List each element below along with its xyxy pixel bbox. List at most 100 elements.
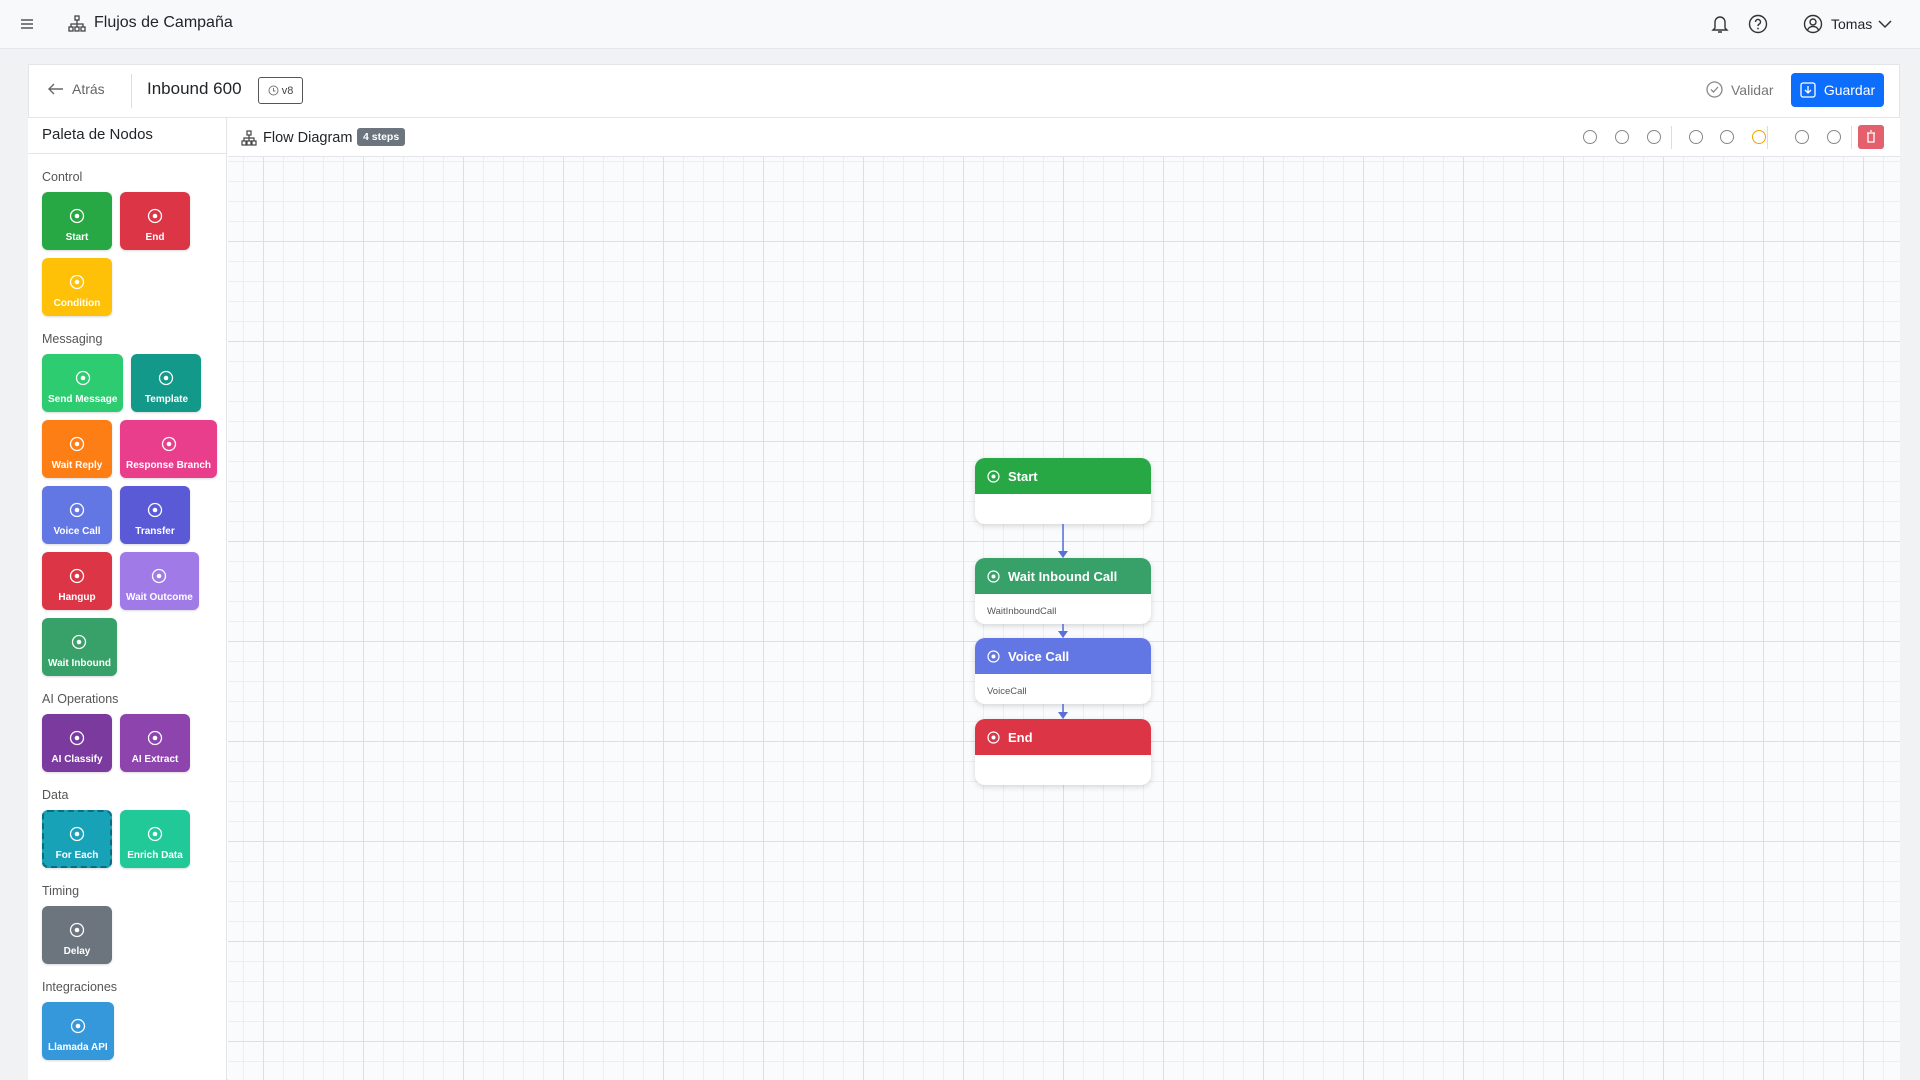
palette-tile[interactable]: Delay bbox=[42, 906, 112, 964]
palette-tile[interactable]: Transfer bbox=[120, 486, 190, 544]
palette-tile[interactable]: Wait Reply bbox=[42, 420, 112, 478]
toolbar-button[interactable] bbox=[1689, 130, 1703, 144]
connector bbox=[1057, 704, 1069, 719]
flow-node[interactable]: Voice Call VoiceCall bbox=[975, 638, 1151, 704]
back-button[interactable]: Atrás bbox=[48, 81, 105, 97]
help-button[interactable] bbox=[1748, 14, 1768, 34]
tile-label: Wait Inbound bbox=[48, 658, 111, 669]
user-menu[interactable]: Tomas bbox=[1831, 16, 1873, 32]
tile-label: Transfer bbox=[135, 526, 175, 537]
palette-tile[interactable]: Wait Inbound bbox=[42, 618, 117, 676]
save-button[interactable]: Guardar bbox=[1791, 73, 1884, 107]
tile-label: Enrich Data bbox=[127, 850, 183, 861]
toolbar-divider bbox=[1851, 126, 1852, 149]
version: v8 bbox=[281, 84, 294, 97]
palette-tile[interactable]: Hangup bbox=[42, 552, 112, 610]
toolbar-divider bbox=[1671, 126, 1672, 149]
flow-node[interactable]: Wait Inbound Call WaitInboundCall bbox=[975, 558, 1151, 624]
notifications-button[interactable] bbox=[1711, 14, 1729, 34]
palette-tile[interactable]: Condition bbox=[42, 258, 112, 316]
tile-label: End bbox=[145, 232, 165, 243]
tile-label: For Each bbox=[55, 850, 99, 861]
tile-icon bbox=[70, 1018, 85, 1034]
tile-label: AI Classify bbox=[51, 754, 103, 765]
app-title: Flujos de Campaña bbox=[94, 14, 233, 31]
palette-tile[interactable]: End bbox=[120, 192, 190, 250]
section-title: Messaging bbox=[42, 332, 103, 346]
version-badge: v8 bbox=[258, 77, 303, 104]
toolbar-button[interactable] bbox=[1720, 130, 1734, 144]
tile-label: AI Extract bbox=[131, 754, 179, 765]
section-title: Data bbox=[42, 788, 69, 802]
tile-icon bbox=[152, 568, 167, 584]
palette-tile[interactable]: Response Branch bbox=[120, 420, 218, 478]
node-subtitle: WaitInboundCall bbox=[987, 606, 1057, 617]
flow-node[interactable]: Start bbox=[975, 458, 1151, 524]
palette-tile[interactable]: Voice Call bbox=[42, 486, 112, 544]
toolbar-button[interactable] bbox=[1615, 130, 1629, 144]
validate-button[interactable]: Validar bbox=[1706, 81, 1774, 98]
palette-tile[interactable]: Template bbox=[131, 354, 202, 412]
tile-label: Response Branch bbox=[126, 460, 212, 471]
toolbar-button[interactable] bbox=[1583, 130, 1597, 144]
steps-badge: 4 steps bbox=[357, 128, 406, 146]
tile-icon bbox=[72, 634, 87, 650]
tile-icon bbox=[69, 922, 85, 938]
tile-label: Template bbox=[144, 394, 189, 405]
node-title: Wait Inbound Call bbox=[1008, 568, 1118, 584]
tile-group: Start End Condition bbox=[42, 192, 227, 316]
node-title: Start bbox=[1008, 468, 1038, 484]
app-icon bbox=[68, 15, 86, 32]
tile-icon bbox=[147, 502, 163, 518]
canvas-title: Flow Diagram bbox=[263, 130, 353, 146]
palette-tile[interactable]: AI Extract bbox=[120, 714, 190, 772]
tile-icon bbox=[147, 208, 163, 224]
tile-icon bbox=[69, 208, 85, 224]
palette-tile[interactable]: Start bbox=[42, 192, 112, 250]
node-title: End bbox=[1008, 729, 1033, 745]
section-title: Integraciones bbox=[42, 980, 118, 994]
toolbar-button[interactable] bbox=[1647, 130, 1661, 144]
tile-icon bbox=[69, 436, 85, 452]
canvas-toolbar: Flow Diagram 4 steps bbox=[228, 118, 1900, 157]
tile-label: Wait Outcome bbox=[126, 592, 193, 603]
palette-tile[interactable]: Wait Outcome bbox=[120, 552, 199, 610]
editor-header: Atrás Inbound 600 v8 Validar Guardar bbox=[28, 64, 1900, 118]
tile-group: For Each Enrich Data bbox=[42, 810, 227, 868]
validate-label: Validar bbox=[1731, 81, 1774, 98]
palette-tile[interactable]: Send Message bbox=[42, 354, 124, 412]
node-title: Voice Call bbox=[1008, 648, 1070, 664]
node-header: Voice Call bbox=[975, 638, 1151, 674]
menu-button[interactable] bbox=[20, 17, 34, 31]
flow-node[interactable]: End bbox=[975, 719, 1151, 785]
palette-tile[interactable]: Llamada API bbox=[42, 1002, 114, 1060]
toolbar-button[interactable] bbox=[1752, 130, 1766, 144]
tile-icon bbox=[147, 730, 163, 746]
node-header: Wait Inbound Call bbox=[975, 558, 1151, 594]
toolbar-button[interactable] bbox=[1827, 130, 1841, 144]
node-icon bbox=[987, 469, 1000, 483]
palette-tile[interactable]: AI Classify bbox=[42, 714, 112, 772]
palette-tile[interactable]: Enrich Data bbox=[120, 810, 190, 868]
tile-icon bbox=[69, 502, 85, 518]
save-label: Guardar bbox=[1823, 82, 1876, 98]
node-icon bbox=[987, 569, 1000, 583]
tile-label: Wait Reply bbox=[51, 460, 103, 471]
toolbar-button[interactable] bbox=[1795, 130, 1809, 144]
node-header: Start bbox=[975, 458, 1151, 494]
chevron bbox=[1878, 20, 1892, 29]
tile-label: Start bbox=[65, 232, 89, 243]
palette-tile[interactable]: For Each bbox=[42, 810, 112, 868]
tile-icon bbox=[69, 568, 85, 584]
toolbar-divider bbox=[1767, 126, 1768, 149]
delete-button[interactable] bbox=[1858, 125, 1884, 149]
tile-icon bbox=[69, 730, 85, 746]
trash-icon bbox=[1867, 130, 1875, 143]
tile-icon bbox=[147, 826, 163, 842]
flow-name: Inbound 600 bbox=[147, 79, 242, 98]
tile-label: Condition bbox=[53, 298, 101, 309]
node-icon bbox=[987, 649, 1000, 663]
top-bar: Flujos de Campaña Tomas bbox=[0, 0, 1920, 49]
palette-title: Paleta de Nodos bbox=[28, 118, 226, 154]
